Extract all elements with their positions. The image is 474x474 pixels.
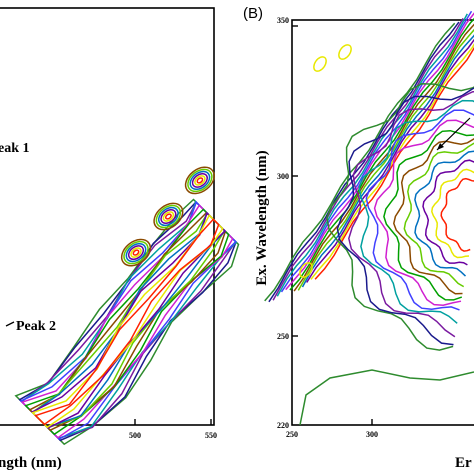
panel-b-mound-contour xyxy=(440,177,474,252)
panel-b-annotation-arrowhead xyxy=(437,143,444,150)
panel-a-peak-contour xyxy=(127,245,145,261)
panel-a-plot-area xyxy=(0,7,215,426)
panel-a-peak1-label: eak 1 xyxy=(0,141,30,156)
panel-a-contour-level xyxy=(31,214,224,429)
panel-b-mound-contour xyxy=(414,150,474,277)
panel-b-mound-contour xyxy=(383,129,474,301)
panel-a-peak-contour xyxy=(125,243,147,263)
panel-b-band-contour xyxy=(289,17,474,291)
panel-a-peak-contour xyxy=(162,211,175,222)
panel-a-contour-level xyxy=(14,198,240,446)
panel-b-mound-contour xyxy=(348,90,474,338)
panel-a-x-axis-title: ngth (nm) xyxy=(0,455,62,471)
panel-b-mound-contour xyxy=(431,168,474,259)
panel-b-contours xyxy=(264,10,474,426)
panel-b-band-contour xyxy=(301,34,474,288)
panel-a-peak-contour xyxy=(130,247,142,258)
panel-b-x-tick-label-250: 250 xyxy=(286,430,298,439)
panel-a-peak-contour xyxy=(187,168,213,193)
panel-a-peak-contour xyxy=(123,240,149,265)
panel-a-x-tick-label-500: 500 xyxy=(129,431,141,440)
panel-b-mound-contour xyxy=(373,119,474,306)
panel-b-mound-contour xyxy=(358,99,474,324)
panel-b-y-tick-label-250: 250 xyxy=(277,332,289,341)
panel-a-peak-contour xyxy=(164,213,172,220)
panel-a-peak-contour xyxy=(184,166,215,195)
panel-b-y-axis-title: Ex. Wavelength (nm) xyxy=(254,150,270,285)
panel-b-band-contour xyxy=(306,38,474,283)
panel-a-contours xyxy=(14,166,240,446)
panel-b-band-contour xyxy=(280,10,473,293)
panel-a-contour-level xyxy=(34,218,220,426)
panel-a-peak-contour xyxy=(189,170,211,190)
panel-a-peak-contour xyxy=(132,249,140,256)
panel-b-peak-contour xyxy=(299,262,313,278)
panel-a-peak2-label: Peak 2 xyxy=(16,319,56,334)
panel-a-x-tick-label-550: 550 xyxy=(205,431,217,440)
panel-b-y-tick-label-220: 220 xyxy=(277,421,289,430)
panel-b-band-contour xyxy=(272,18,464,301)
panel-b-mound-contour xyxy=(365,109,474,311)
panel-b-label: (B) xyxy=(243,5,263,22)
panel-a-contour-level xyxy=(20,200,238,440)
panel-a-peak-contour xyxy=(160,209,177,224)
panel-b-mound-contour xyxy=(403,142,474,288)
panel-b-mound-contour xyxy=(336,87,474,346)
panel-b-band-contour xyxy=(297,28,474,291)
panel-a-peak2-pointer xyxy=(5,321,15,327)
panel-b-peak-contour xyxy=(313,56,327,72)
panel-b-band-contour xyxy=(268,21,460,303)
panel-b-y-tick-label-350: 350 xyxy=(277,16,289,25)
panel-a-peak-contour xyxy=(191,172,208,188)
panel-b-x-axis-title: Er xyxy=(455,455,472,471)
panel-b-band-contour xyxy=(310,43,474,280)
panel-a: 500 550 ngth (nm) eak 1 Peak 2 xyxy=(0,7,240,471)
panel-a-peak-contour xyxy=(155,204,182,229)
panel-a-peak-contour xyxy=(196,177,204,184)
panel-a-peak-contour xyxy=(157,206,179,227)
panel-b-peak-contour xyxy=(338,44,352,60)
panel-b: (B) 350 300 250 220 250 300 Ex. Waveleng… xyxy=(243,5,474,471)
panel-a-peak-contour xyxy=(120,238,152,267)
panel-b-annotation-arrow xyxy=(436,117,471,151)
panel-b-x-tick-label-300: 300 xyxy=(366,430,378,439)
panel-a-peak-contour xyxy=(194,175,206,186)
panel-b-outer-contour xyxy=(299,369,474,426)
panel-a-peak-contour xyxy=(153,202,184,231)
panel-b-mound-contour xyxy=(326,82,474,351)
panel-b-mound-contour xyxy=(422,159,474,266)
panel-b-band-contour xyxy=(314,46,474,280)
panel-b-band-contour xyxy=(264,22,456,302)
panel-b-y-tick-label-300: 300 xyxy=(277,172,289,181)
